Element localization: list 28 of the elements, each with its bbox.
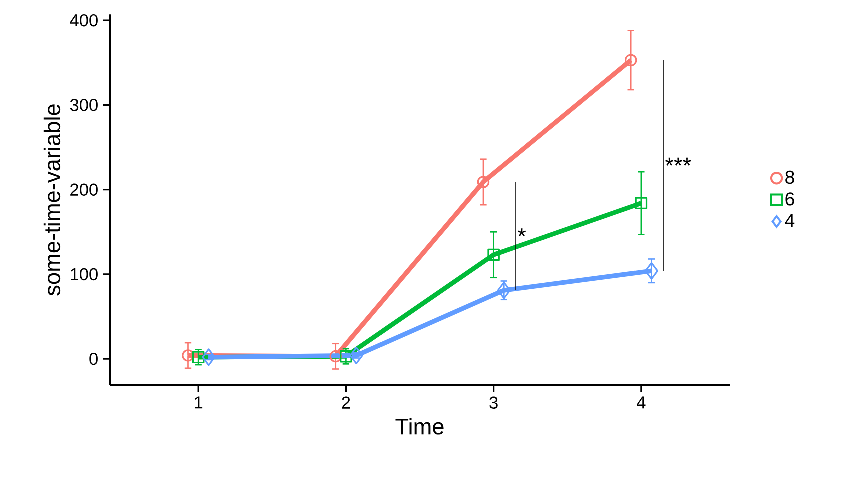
y-tick-label: 200	[70, 184, 98, 196]
point	[497, 282, 511, 300]
x-tick-label: 2	[342, 396, 350, 409]
point	[477, 176, 490, 188]
x-axis-title: Time	[396, 418, 444, 435]
annotation: ***	[666, 158, 692, 166]
y-tick-label: 100	[71, 268, 98, 281]
x-tick-label: 1	[195, 396, 203, 409]
point	[644, 262, 659, 280]
point	[624, 54, 638, 66]
x-tick-label: 4	[637, 396, 646, 409]
legend-label: 8	[786, 170, 794, 184]
x-tick-label: 3	[490, 396, 498, 409]
point	[182, 350, 194, 362]
y-tick-label: 300	[70, 99, 98, 112]
legend-label: 4	[785, 214, 795, 228]
point	[350, 346, 364, 365]
point	[340, 350, 352, 363]
legend-label: 6	[786, 192, 794, 206]
y-tick-label: 400	[70, 14, 98, 27]
y-tick-label: 0	[90, 352, 98, 366]
y-axis-title: some-time-variable	[44, 104, 61, 296]
point	[192, 351, 205, 364]
annotation: *	[518, 228, 526, 237]
point	[202, 348, 216, 366]
point	[330, 350, 342, 363]
point	[635, 197, 648, 210]
point	[488, 248, 500, 262]
